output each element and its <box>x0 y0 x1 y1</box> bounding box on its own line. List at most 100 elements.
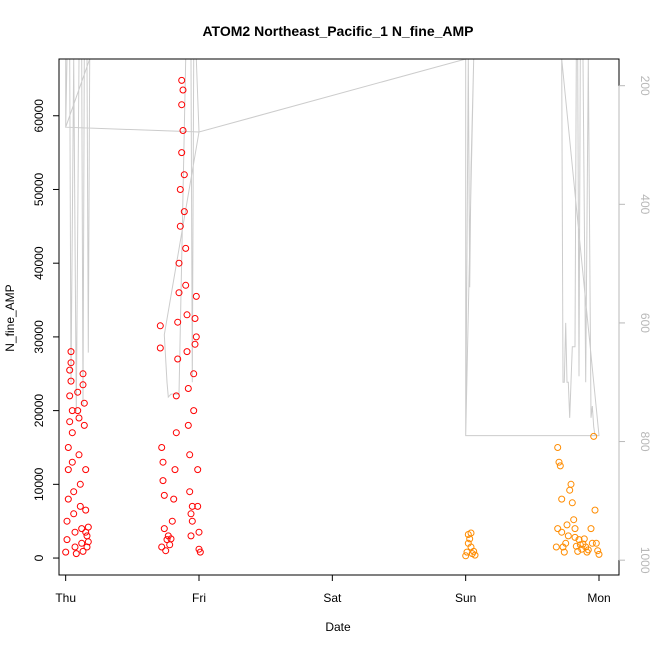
data-point <box>187 532 195 540</box>
data-point <box>63 536 71 544</box>
x-tick-label: Sun <box>455 591 476 605</box>
data-point <box>171 466 179 474</box>
x-tick-label: Mon <box>587 591 610 605</box>
y-tick-label: 40000 <box>32 246 46 280</box>
data-point <box>178 76 186 84</box>
y-tick-label: 30000 <box>32 320 46 354</box>
data-point <box>83 532 91 540</box>
data-point <box>176 186 184 193</box>
data-point <box>76 502 84 510</box>
data-point <box>178 101 186 109</box>
data-point <box>76 480 84 488</box>
data-point <box>83 543 91 551</box>
data-point <box>558 495 566 503</box>
depth-line <box>65 58 600 437</box>
data-point <box>162 547 170 555</box>
data-point <box>188 517 196 525</box>
x-tick-label: Sat <box>323 591 342 605</box>
data-point <box>188 502 196 510</box>
data-point <box>190 407 198 415</box>
data-point <box>70 488 78 496</box>
data-point <box>64 444 72 451</box>
data-point <box>180 208 188 216</box>
data-point <box>174 318 182 326</box>
data-point <box>195 528 203 536</box>
data-point <box>191 315 199 322</box>
data-point <box>462 552 470 560</box>
data-point <box>186 488 194 496</box>
data-point <box>84 538 92 546</box>
data-point <box>556 462 564 470</box>
data-point <box>179 86 187 94</box>
data-point <box>467 529 475 537</box>
data-point <box>578 545 586 553</box>
points-layer <box>62 76 603 560</box>
data-point <box>68 429 76 437</box>
data-point <box>79 370 87 378</box>
data-point <box>554 525 562 533</box>
x-axis: Thu Fri Sat Sun Mon <box>55 574 611 605</box>
y-axis: 0 10000 20000 30000 40000 50000 60000 <box>32 99 60 561</box>
data-point <box>590 432 598 440</box>
data-point <box>562 539 570 547</box>
data-point <box>167 535 175 543</box>
data-point <box>572 542 580 550</box>
data-point <box>571 533 579 541</box>
data-point <box>80 399 88 407</box>
depth-line-layer <box>65 58 600 437</box>
data-point <box>68 458 76 466</box>
data-point <box>68 407 76 415</box>
data-point <box>62 548 70 556</box>
data-point <box>470 547 478 555</box>
data-point <box>64 495 72 503</box>
data-point <box>554 444 562 451</box>
data-point <box>160 525 168 533</box>
data-point <box>592 539 600 547</box>
data-point <box>196 548 204 556</box>
data-point <box>575 536 583 544</box>
data-point <box>182 244 190 252</box>
data-point <box>160 491 168 499</box>
data-point <box>180 171 188 179</box>
data-point <box>64 466 72 474</box>
data-point <box>67 377 75 385</box>
data-point <box>67 348 75 356</box>
data-point <box>179 127 187 134</box>
y-tick-label: 0 <box>32 554 46 561</box>
data-point <box>587 525 595 533</box>
data-point <box>183 311 191 319</box>
data-point <box>67 359 75 367</box>
y2-axis: 200 400 600 800 1000 <box>618 76 650 574</box>
data-point <box>74 388 82 396</box>
data-point <box>75 451 83 459</box>
data-point <box>174 355 182 363</box>
data-point <box>66 366 74 374</box>
y2-tick-label: 600 <box>638 313 650 333</box>
data-point <box>194 502 202 510</box>
data-point <box>584 546 592 554</box>
data-point <box>175 289 183 297</box>
x-axis-label: Date <box>325 620 351 634</box>
data-point <box>66 418 74 426</box>
data-point <box>182 281 190 289</box>
data-point <box>82 506 90 514</box>
data-point <box>79 547 87 555</box>
x-tick-label: Thu <box>55 591 76 605</box>
data-point <box>567 480 575 488</box>
data-point <box>172 392 180 400</box>
data-point <box>591 506 599 514</box>
data-point <box>192 333 200 341</box>
y-tick-label: 50000 <box>32 172 46 206</box>
data-point <box>184 421 192 429</box>
data-point <box>570 516 578 524</box>
data-point <box>560 548 568 556</box>
data-point <box>84 523 92 531</box>
data-point <box>190 370 198 378</box>
data-point <box>194 466 202 474</box>
data-point <box>156 344 164 352</box>
data-point <box>178 149 186 157</box>
data-point <box>563 521 571 529</box>
data-point <box>71 528 79 536</box>
data-point <box>571 525 579 533</box>
